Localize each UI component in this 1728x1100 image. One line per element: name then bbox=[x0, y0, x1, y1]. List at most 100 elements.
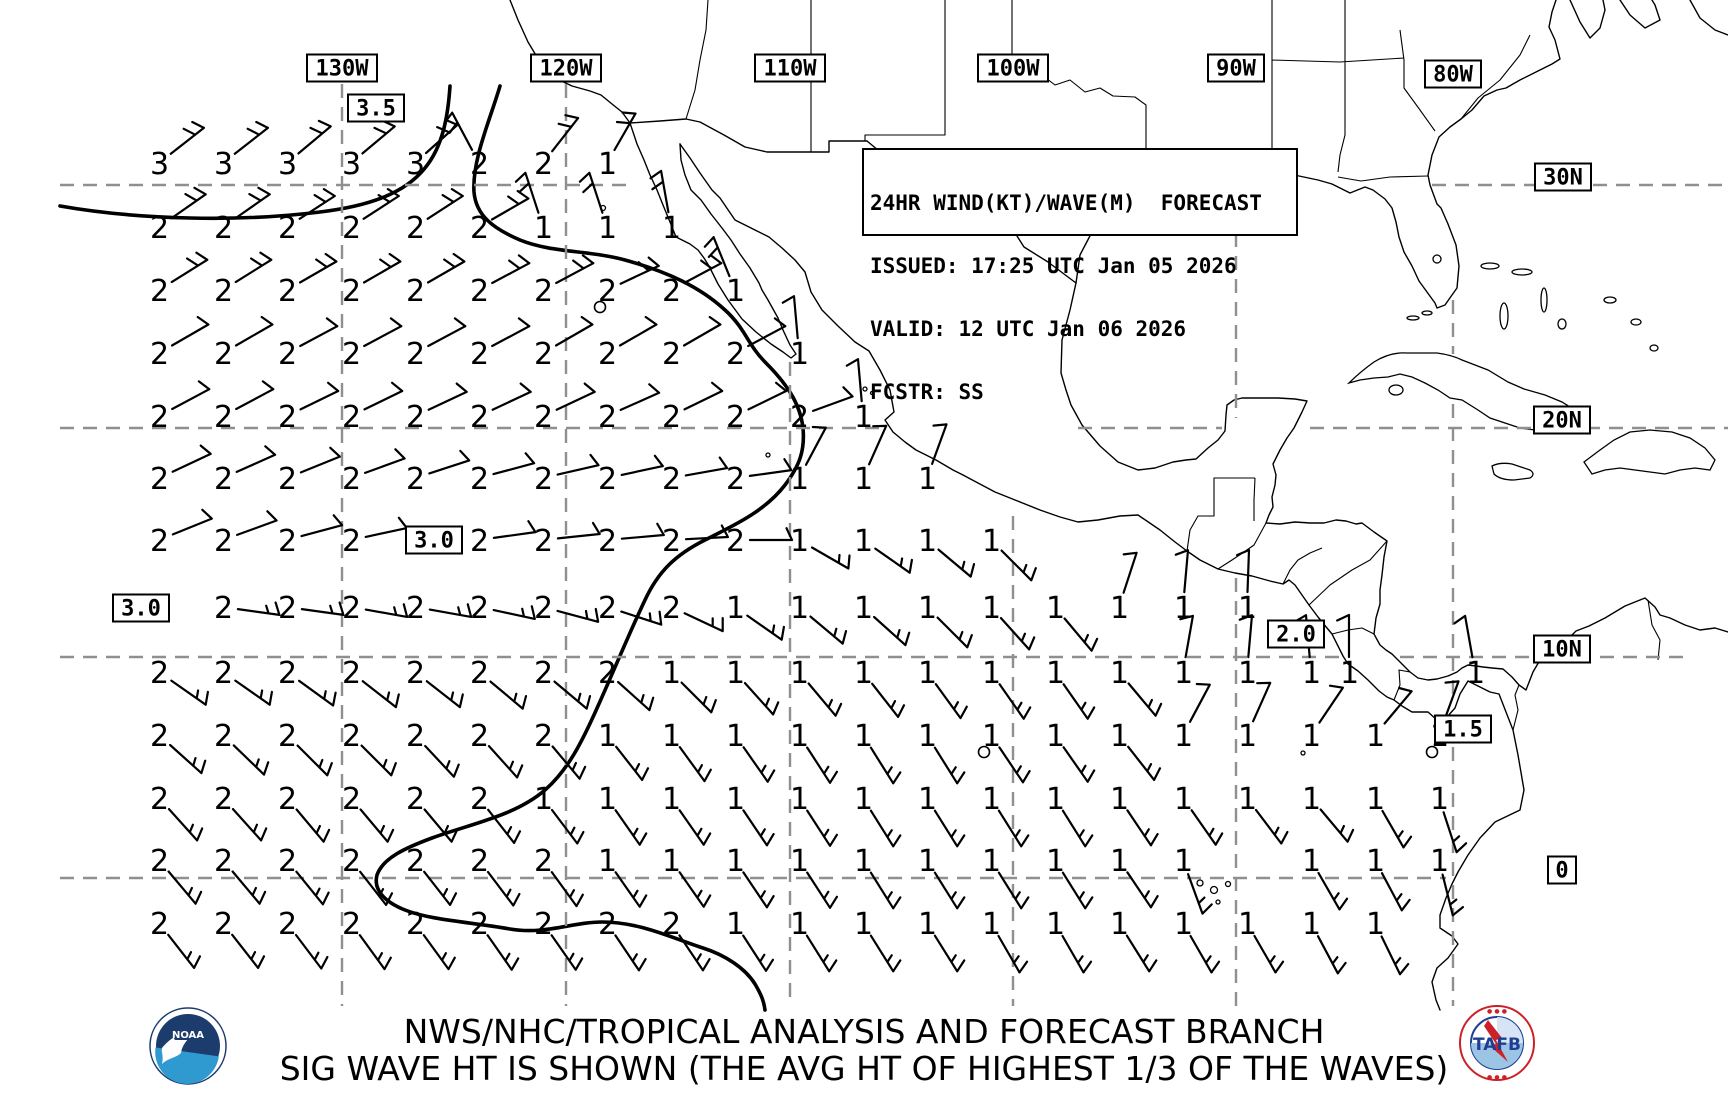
wave-height-value: 2 bbox=[470, 591, 489, 626]
wind-barb-icon bbox=[874, 547, 913, 574]
wind-barb-icon bbox=[553, 680, 592, 710]
wave-contour-label-3-box bbox=[1267, 619, 1325, 649]
wind-barb-icon bbox=[1380, 872, 1411, 912]
wind-barb-icon bbox=[1061, 934, 1093, 974]
forecast-info-box: 24HR WIND(KT)/WAVE(M) FORECAST ISSUED: 1… bbox=[862, 148, 1298, 403]
svg-text:● ● ●: ● ● ● bbox=[1487, 1008, 1507, 1015]
wave-height-value: 2 bbox=[534, 524, 553, 559]
wind-barb-icon bbox=[426, 252, 466, 284]
wind-barb-icon bbox=[170, 186, 207, 220]
wind-barb-icon bbox=[683, 381, 724, 411]
wave-height-value: 2 bbox=[150, 907, 169, 942]
wave-height-value: 2 bbox=[278, 782, 297, 817]
wave-height-value: 2 bbox=[726, 337, 745, 372]
wind-barb-icon bbox=[1190, 809, 1224, 846]
wave-height-value: 1 bbox=[854, 782, 873, 817]
wind-barb-icon bbox=[1061, 871, 1094, 910]
wind-barb-icon bbox=[1319, 808, 1355, 843]
latitude-label-30N-box bbox=[1534, 162, 1592, 192]
wind-wave-cells: 3 3 3 3 3 2 2 1 2 2 2 2 2 2 1 1 1 2 2 2 2 2 2 2 2 2 1 2 2 2 2 2 2 2 2 2 2 1 2 2… bbox=[150, 111, 1485, 976]
wave-height-value: 2 bbox=[406, 462, 425, 497]
wind-barb-icon bbox=[231, 933, 266, 969]
wind-barb-icon bbox=[1254, 808, 1289, 845]
wave-height-value: 2 bbox=[150, 656, 169, 691]
wave-contour-label-4: 1.5 bbox=[1443, 718, 1483, 743]
wave-height-value: 1 bbox=[854, 656, 873, 691]
wind-barb-icon bbox=[1252, 681, 1272, 723]
footer-branch-title: NWS/NHC/TROPICAL ANALYSIS AND FORECAST B… bbox=[403, 1012, 1325, 1051]
wind-barb-icon bbox=[487, 745, 524, 779]
wave-height-value: 1 bbox=[1430, 782, 1449, 817]
wave-height-value: 2 bbox=[214, 844, 233, 879]
wind-barb-icon bbox=[684, 456, 729, 477]
wave-height-value: 2 bbox=[790, 400, 809, 435]
wind-barb-icon bbox=[491, 382, 532, 411]
wave-height-value: 1 bbox=[1430, 844, 1449, 879]
wind-barb-icon bbox=[805, 934, 838, 973]
wind-barb-icon bbox=[703, 236, 731, 278]
wave-height-value: 2 bbox=[214, 782, 233, 817]
calm-wind-icon bbox=[1425, 745, 1439, 759]
wave-height-value: 1 bbox=[854, 462, 873, 497]
wind-barb-icon bbox=[422, 934, 456, 971]
wave-height-value: 2 bbox=[278, 844, 297, 879]
wind-barb-icon bbox=[298, 679, 337, 707]
wave-height-value: 2 bbox=[470, 462, 489, 497]
wind-barb-icon bbox=[806, 871, 838, 909]
wind-barb-icon bbox=[618, 315, 658, 347]
wind-barb-icon bbox=[1179, 614, 1194, 659]
wave-height-value: 2 bbox=[470, 337, 489, 372]
wave-height-value: 1 bbox=[1238, 719, 1257, 754]
forecast-issued: ISSUED: 17:25 UTC Jan 05 2026 bbox=[870, 254, 1237, 278]
wave-contour-label-0-box bbox=[347, 93, 405, 123]
wave-height-value: 1 bbox=[854, 844, 873, 879]
wave-height-value: 3 bbox=[406, 147, 425, 182]
coastline-mexico-pacific bbox=[679, 143, 1525, 1011]
wind-barb-icon bbox=[298, 188, 336, 220]
tafb-logo: TAFB ● ● ● ● ● ● bbox=[1459, 1005, 1535, 1081]
wave-height-value: 1 bbox=[1110, 907, 1129, 942]
wave-height-value: 2 bbox=[534, 337, 553, 372]
wind-barb-icon bbox=[747, 317, 787, 348]
wave-height-value: 1 bbox=[1466, 656, 1485, 691]
wind-barb-icon bbox=[1187, 873, 1213, 915]
wave-height-value: 1 bbox=[982, 719, 1001, 754]
wave-height-value: 2 bbox=[278, 719, 297, 754]
wave-height-value: 2 bbox=[214, 211, 233, 246]
wave-height-value: 1 bbox=[598, 844, 617, 879]
wind-barb-icon bbox=[1316, 935, 1347, 975]
wave-height-value: 1 bbox=[854, 524, 873, 559]
wind-barb-icon bbox=[678, 871, 712, 908]
wind-barb-icon bbox=[424, 744, 460, 778]
svg-text:● ● ●: ● ● ● bbox=[1487, 1074, 1507, 1081]
latitude-label-20N-box bbox=[1533, 405, 1591, 435]
wind-barb-icon bbox=[578, 171, 604, 214]
wave-height-value: 1 bbox=[1110, 782, 1129, 817]
wave-height-value: 2 bbox=[214, 462, 233, 497]
wave-height-value: 2 bbox=[534, 591, 553, 626]
wind-barb-icon bbox=[806, 809, 838, 847]
wave-height-value: 2 bbox=[470, 211, 489, 246]
wave-height-value: 1 bbox=[1174, 907, 1193, 942]
wave-height-value: 1 bbox=[854, 400, 873, 435]
wave-height-value: 2 bbox=[214, 907, 233, 942]
wind-barb-icon bbox=[999, 617, 1036, 651]
wave-height-value: 1 bbox=[790, 782, 809, 817]
wave-height-value: 2 bbox=[598, 400, 617, 435]
wind-barb-icon bbox=[359, 808, 395, 843]
latitude-label-0-box bbox=[1547, 855, 1577, 885]
wind-barb-icon bbox=[299, 317, 339, 348]
wave-height-value: 2 bbox=[214, 591, 233, 626]
longitude-label-80W: 80W bbox=[1433, 63, 1473, 88]
svg-text:NOAA: NOAA bbox=[172, 1030, 204, 1041]
latitude-label-10N-box bbox=[1533, 634, 1591, 664]
wave-height-value: 2 bbox=[662, 274, 681, 309]
wave-height-value: 1 bbox=[1110, 656, 1129, 691]
wind-barb-icon bbox=[236, 510, 278, 536]
calm-wind-icon bbox=[593, 300, 607, 314]
wind-barb-icon bbox=[233, 120, 269, 155]
wave-height-value: 1 bbox=[662, 719, 681, 754]
wind-barb-icon bbox=[358, 934, 392, 971]
wave-height-value: 2 bbox=[406, 844, 425, 879]
